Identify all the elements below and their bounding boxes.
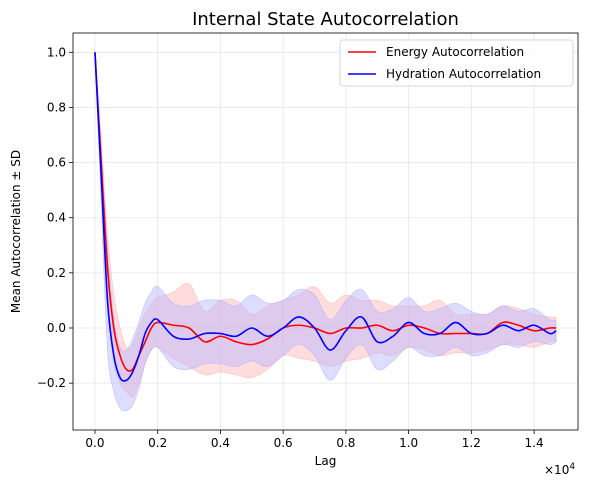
sd-bands: [94, 52, 557, 412]
grid-lines: [73, 33, 578, 430]
y-tick-label: 0.8: [47, 100, 66, 114]
chart-legend: Energy Autocorrelation Hydration Autocor…: [339, 39, 574, 87]
x-tick-label: 0.8: [336, 436, 355, 450]
hydration-sd-band: [94, 52, 557, 412]
x-tick-label: 0.0: [85, 436, 104, 450]
x-axis-scale-multiplier: ×104: [544, 462, 575, 477]
x-tick-label: 0.4: [211, 436, 230, 450]
x-tick-label: 0.2: [148, 436, 167, 450]
x-axis-scale-exponent: 4: [569, 462, 575, 472]
axis-ticks: 0.0 0.2 0.4 0.6 0.8 1.0 1.2 1.4 −0.2 0.0 0.2 0.4 0.6…: [37, 45, 544, 450]
hydration-mean-line: [94, 52, 557, 382]
chart-title: Internal State Autocorrelation: [192, 9, 459, 30]
y-tick-label: 0.0: [47, 321, 66, 335]
axes-frame: [72, 32, 579, 431]
legend-label-hydration: Hydration Autocorrelation: [386, 67, 541, 81]
y-tick-label: 0.6: [47, 156, 66, 170]
series-lines: [94, 52, 557, 382]
y-tick-label: 0.4: [47, 211, 66, 225]
y-tick-label: 1.0: [47, 45, 66, 59]
y-tick-label: −0.2: [37, 376, 66, 390]
x-tick-label: 1.4: [525, 436, 544, 450]
y-tick-label: 0.2: [47, 266, 66, 280]
x-tick-label: 1.0: [399, 436, 418, 450]
legend-label-energy: Energy Autocorrelation: [386, 45, 524, 59]
x-axis-scale-base: ×10: [544, 463, 569, 477]
x-tick-label: 0.6: [274, 436, 293, 450]
x-axis-label: Lag: [315, 454, 337, 468]
legend-box: [339, 39, 574, 87]
plot-area: [72, 32, 579, 431]
x-tick-label: 1.2: [462, 436, 481, 450]
y-axis-label: Mean Autocorrelation ± SD: [9, 150, 23, 313]
